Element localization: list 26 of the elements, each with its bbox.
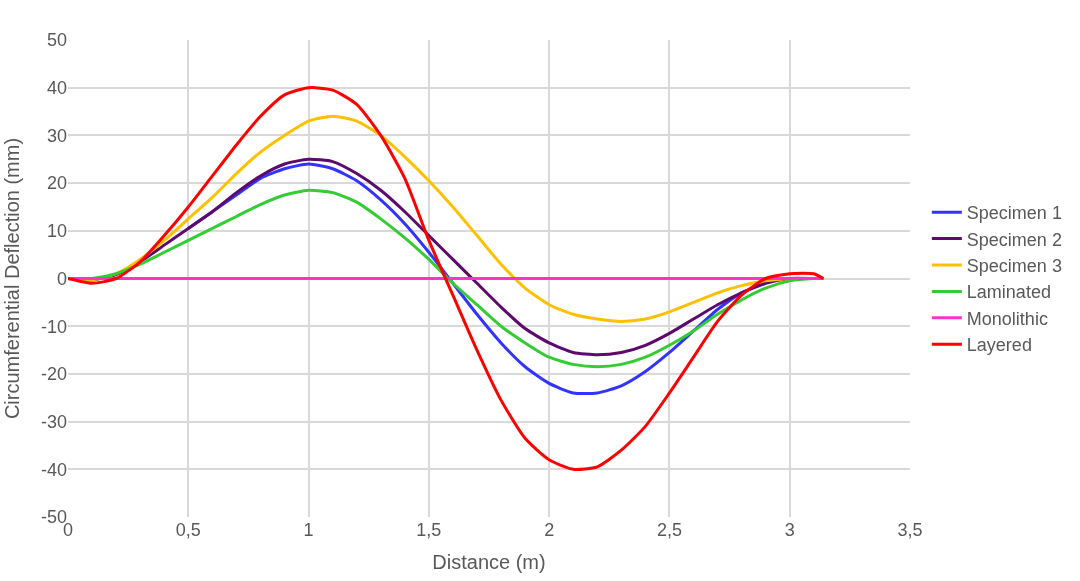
line-series — [68, 86, 825, 471]
y-tick-label: -40 — [40, 459, 67, 480]
x-axis-title: Distance (m) — [432, 550, 546, 573]
y-tick-label: -20 — [40, 364, 67, 385]
y-tick-label: 40 — [46, 78, 67, 98]
legend-label: Specimen 2 — [966, 229, 1062, 250]
x-tick-label: 1,5 — [416, 520, 442, 540]
y-tick-label: 10 — [46, 221, 67, 242]
x-tick-label: 1 — [303, 520, 314, 540]
y-tick-label: 30 — [46, 125, 67, 146]
y-tick-label: 50 — [46, 30, 67, 51]
y-tick-label: 0 — [56, 268, 67, 289]
y-axis-title: Circumferential Deflection (mm) — [1, 137, 24, 420]
x-tick-label: 3 — [784, 520, 795, 540]
legend-label: Laminated — [966, 282, 1051, 303]
legend-label: Specimen 1 — [966, 203, 1062, 224]
legend-label: Monolithic — [966, 308, 1048, 329]
x-tick-label: 0,5 — [175, 520, 201, 540]
y-tick-label: 20 — [46, 173, 67, 194]
legend-label: Layered — [966, 335, 1032, 356]
y-tick-label: -30 — [40, 411, 67, 432]
x-tick-label: 2,5 — [656, 520, 682, 540]
y-tick-label: -10 — [40, 316, 67, 337]
legend-label: Specimen 3 — [966, 256, 1062, 277]
x-tick-label: 2 — [544, 520, 555, 540]
x-tick-label: 3,5 — [897, 520, 923, 540]
